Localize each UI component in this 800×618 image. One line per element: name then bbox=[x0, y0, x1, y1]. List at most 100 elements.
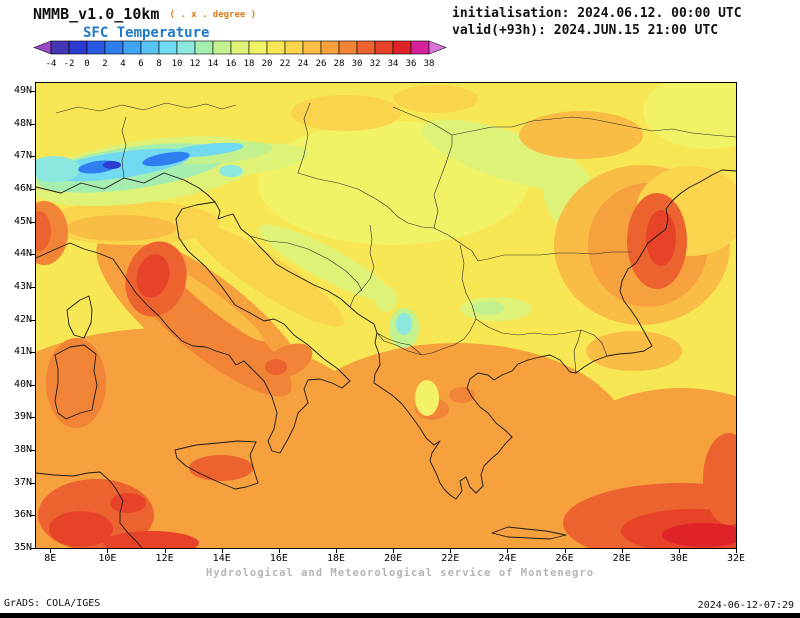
lon-axis-label: 30E bbox=[669, 553, 688, 564]
colorbar-tick-label: 12 bbox=[190, 59, 201, 69]
lon-axis-label: 8E bbox=[44, 553, 57, 564]
border-bosnia bbox=[249, 235, 363, 292]
lon-axis-label: 26E bbox=[555, 553, 574, 564]
lon-tick bbox=[621, 548, 623, 553]
lat-axis-label: 45N bbox=[13, 215, 32, 227]
field-alps-blue2 bbox=[142, 151, 190, 167]
colorbar-segment bbox=[33, 40, 52, 55]
colorbar: -4 -2 0 2 4 6 8 10 12 14 16 18 20 22 24 26 28 30 32 34 36 38 bbox=[33, 40, 447, 69]
colorbar-segment bbox=[320, 40, 340, 55]
colorbar-segment bbox=[266, 40, 286, 55]
sicily-coastline bbox=[174, 440, 259, 490]
lat-axis-label: 36N bbox=[13, 509, 32, 521]
colorbar-segment bbox=[176, 40, 196, 55]
lon-tick bbox=[678, 548, 680, 553]
lat-tick bbox=[31, 450, 36, 452]
lat-axis-label: 40N bbox=[13, 378, 32, 390]
field-east-red-core bbox=[646, 210, 676, 266]
field-apennine-ridge bbox=[172, 268, 264, 342]
lon-axis-label: 28E bbox=[612, 553, 631, 564]
field-alps-dark-core bbox=[103, 161, 121, 169]
field-dinarides-cool bbox=[258, 224, 394, 302]
border-at-hu bbox=[297, 102, 311, 174]
lon-axis-label: 12E bbox=[155, 553, 174, 564]
lat-tick bbox=[31, 254, 36, 256]
lat-tick bbox=[31, 482, 36, 484]
valid-time-label: valid(+93h): 2024.JUN.15 21:00 UTC bbox=[452, 23, 719, 38]
lat-tick bbox=[31, 286, 36, 288]
lat-axis-label: 49N bbox=[13, 85, 32, 97]
lon-tick bbox=[450, 548, 452, 553]
lat-axis-label: 46N bbox=[13, 183, 32, 195]
lon-tick bbox=[336, 548, 337, 553]
field-tunisia-red-south bbox=[103, 531, 199, 548]
colorbar-tick-label: 8 bbox=[156, 59, 161, 69]
corsica-coastline bbox=[66, 295, 93, 339]
colorbar-tick-label: 18 bbox=[244, 59, 255, 69]
colorbar-segment bbox=[212, 40, 232, 55]
colorbar-segment bbox=[248, 40, 268, 55]
field-sicily-red bbox=[189, 455, 253, 481]
lat-tick bbox=[31, 221, 36, 223]
field-title: SFC Temperature bbox=[83, 25, 210, 41]
lon-tick bbox=[507, 548, 509, 553]
lat-tick bbox=[31, 319, 36, 321]
lon-tick bbox=[736, 548, 737, 553]
colorbar-segment bbox=[194, 40, 214, 55]
lat-tick bbox=[31, 352, 36, 354]
lon-axis-label: 24E bbox=[498, 553, 517, 564]
lon-axis-label: 20E bbox=[384, 553, 403, 564]
lon-axis-label: 32E bbox=[726, 553, 746, 564]
field-rila-green bbox=[472, 301, 504, 315]
colorbar-segment bbox=[284, 40, 304, 55]
country-borders bbox=[55, 102, 736, 374]
colorbar-tick-label: 20 bbox=[262, 59, 273, 69]
lat-axis-label: 35N bbox=[13, 542, 32, 553]
italy-coastline bbox=[36, 172, 351, 454]
colorbar-tick-label: 22 bbox=[280, 59, 291, 69]
border-ro-west bbox=[433, 135, 453, 229]
border-ch-at bbox=[121, 116, 127, 179]
lat-axis-label: 44N bbox=[13, 248, 32, 260]
lat-axis-label: 48N bbox=[13, 117, 32, 129]
sardinia-coastline bbox=[54, 344, 98, 420]
colorbar-segment bbox=[104, 40, 124, 55]
lon-axis-label: 14E bbox=[212, 553, 231, 564]
lon-tick bbox=[107, 548, 109, 553]
lon-axis-label: 18E bbox=[326, 553, 346, 564]
colorbar-segment bbox=[122, 40, 142, 55]
border-tr-gr bbox=[573, 329, 582, 374]
lon-tick bbox=[393, 548, 395, 553]
colorbar-segment bbox=[410, 40, 430, 55]
field-piedmont-hot-core bbox=[36, 211, 51, 251]
field-albania-cyan bbox=[396, 313, 412, 335]
coastlines bbox=[36, 169, 736, 548]
field-se-red-deep bbox=[662, 523, 736, 547]
colorbar-tick-label: 26 bbox=[316, 59, 327, 69]
field-ne-corner-mild bbox=[643, 83, 736, 149]
colorbar-tick-label: 32 bbox=[370, 59, 381, 69]
colorbar-tick-label: 36 bbox=[406, 59, 417, 69]
lat-axis-label: 43N bbox=[13, 280, 32, 292]
border-drava-danube bbox=[297, 172, 632, 262]
lat-axis-label: 37N bbox=[13, 476, 32, 488]
colorbar-segment bbox=[68, 40, 88, 55]
lat-tick bbox=[31, 123, 36, 125]
bottom-bar bbox=[0, 613, 800, 618]
lon-tick bbox=[164, 548, 166, 553]
border-rs-me bbox=[349, 224, 375, 308]
colorbar-tick-label: -4 bbox=[46, 59, 57, 69]
field-tunisia-red-core1 bbox=[49, 511, 113, 547]
crete-coastline bbox=[491, 526, 567, 540]
lon-axis-label: 16E bbox=[269, 553, 288, 564]
border-top-left bbox=[55, 102, 237, 114]
field-alps-west-ltcyan bbox=[36, 156, 80, 182]
grads-credit: GrADS: COLA/IGES bbox=[4, 598, 101, 609]
colorbar-tick-label: 0 bbox=[84, 59, 89, 69]
init-time-label: initialisation: 2024.06.12. 00:00 UTC bbox=[452, 6, 742, 21]
colorbar-segment bbox=[428, 40, 447, 55]
lon-tick bbox=[564, 548, 566, 553]
colorbar-segment bbox=[230, 40, 250, 55]
lat-axis-label: 42N bbox=[13, 313, 32, 325]
lat-axis-label: 38N bbox=[13, 444, 32, 456]
